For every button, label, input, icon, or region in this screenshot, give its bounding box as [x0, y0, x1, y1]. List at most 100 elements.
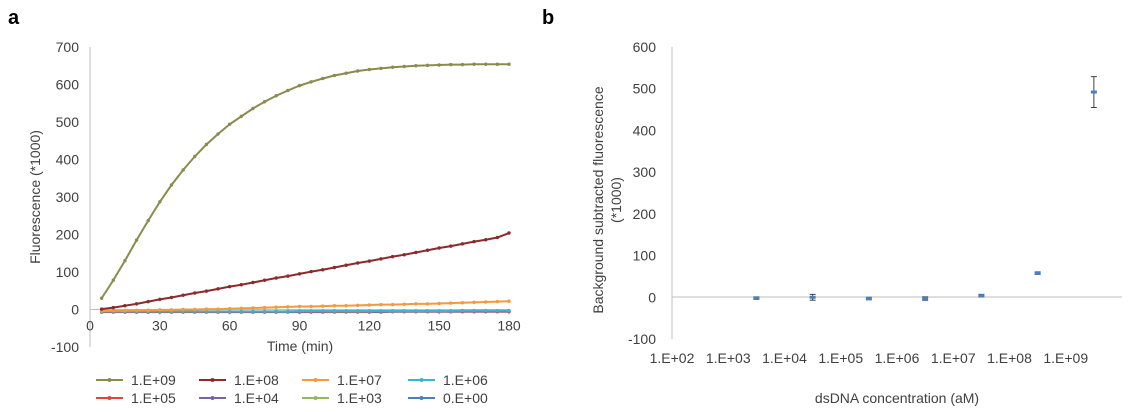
data-point-1-e-06 [922, 296, 929, 301]
chart-a-x-tick-label: 60 [222, 318, 238, 334]
series-point-1-e-06 [286, 309, 290, 314]
series-line-1-e-09 [100, 63, 509, 299]
series-point-1-e-08 [181, 293, 185, 297]
series-point-1-e-08 [472, 239, 476, 244]
series-point-1-e-08 [99, 307, 104, 311]
chart-b-y-axis-title-line-2: (*1000) [608, 177, 624, 223]
series-point-1-e-09 [472, 62, 476, 66]
series-point-1-e-09 [402, 64, 406, 69]
chart-b-x-axis-title: dsDNA concentration (aM) [815, 390, 979, 406]
chart-a-x-tick-label: 150 [427, 318, 451, 334]
series-point-1-e-07 [332, 304, 337, 308]
legend-item-1-e-06: 1.E+06 [408, 372, 488, 388]
chart-a-legend: 1.E+09 1.E+08 1.E+07 1.E+06 1.E+05 1.E+04 1.E+… [96, 372, 488, 406]
series-point-1-e-09 [484, 62, 488, 66]
series-point-1-e-08 [297, 272, 302, 276]
legend-marker [210, 378, 215, 382]
series-point-1-e-09 [286, 88, 290, 93]
series-point-1-e-09 [414, 64, 418, 68]
series-point-1-e-09 [425, 63, 430, 68]
series-point-1-e-07 [216, 307, 220, 311]
series-point-1-e-09 [390, 65, 395, 69]
series-1-e-09 [99, 62, 511, 300]
series-point-1-e-07 [402, 302, 406, 306]
series-point-1-e-08 [262, 278, 267, 282]
series-point-1-e-06 [332, 309, 337, 313]
series-point-1-e-09 [437, 63, 441, 67]
series-point-1-e-09 [367, 67, 372, 72]
legend-label: 1.E+08 [234, 372, 279, 388]
series-point-1-e-07 [507, 299, 511, 303]
series-point-1-e-06 [425, 309, 430, 313]
chart-b-y-tick-label: 500 [633, 81, 657, 97]
series-point-1-e-07 [390, 302, 395, 307]
series-point-1-e-08 [274, 276, 278, 280]
series-point-1-e-06 [262, 309, 267, 314]
series-point-1-e-08 [390, 254, 395, 259]
chart-a-y-ticks: -100 0 100 200 300 400 500 600 700 [51, 39, 79, 355]
series-point-1-e-07 [355, 303, 360, 308]
series-point-1-e-07 [227, 307, 232, 311]
chart-b-y-tick-label: 200 [633, 206, 657, 222]
series-point-1-e-06 [227, 309, 232, 314]
legend-item-1-e-04: 1.E+04 [199, 390, 279, 406]
chart-b-y-tick-label: 400 [633, 122, 657, 138]
series-point-1-e-09 [99, 296, 104, 300]
point-marker [1034, 271, 1041, 275]
chart-a-x-tick-label: 120 [358, 318, 382, 334]
legend-item-1-e-08: 1.E+08 [199, 372, 279, 388]
series-point-1-e-09 [158, 200, 162, 204]
series-point-1-e-06 [239, 309, 244, 314]
series-point-1-e-08 [251, 280, 255, 285]
series-point-1-e-08 [239, 283, 244, 287]
series-point-1-e-09 [332, 73, 337, 78]
data-point-1-e-04 [809, 293, 816, 301]
series-point-1-e-07 [379, 302, 383, 307]
legend-item-1-e-05: 1.E+05 [96, 390, 176, 406]
chart-b-x-tick-label: 1.E+09 [1043, 350, 1088, 366]
series-point-1-e-08 [437, 246, 441, 250]
legend-label: 1.E+04 [234, 390, 279, 406]
series-point-1-e-07 [146, 308, 150, 312]
series-point-1-e-06 [321, 309, 325, 313]
chart-a-x-tick-label: 0 [86, 318, 94, 334]
point-marker [753, 296, 760, 300]
chart-a-x-ticks: 0 30 60 90 120 150 180 [86, 309, 521, 334]
panel-b-letter: b [542, 7, 554, 29]
series-point-1-e-09 [460, 62, 465, 67]
series-line-1-e-06 [101, 309, 509, 313]
series-point-1-e-07 [484, 300, 488, 304]
series-point-1-e-08 [355, 261, 360, 265]
series-point-1-e-08 [460, 242, 465, 246]
series-point-1-e-06 [297, 309, 302, 313]
chart-b-x-ticks: 1.E+02 1.E+03 1.E+04 1.E+05 1.E+06 1.E+07 1.E+… [650, 350, 1089, 366]
chart-a-y-tick-label: 100 [56, 264, 80, 280]
series-point-1-e-07 [309, 304, 313, 309]
chart-b-x-tick-label: 1.E+08 [987, 350, 1032, 366]
series-point-1-e-09 [204, 142, 209, 147]
data-point-1-e-08 [1034, 271, 1041, 275]
series-point-1-e-07 [274, 305, 278, 309]
series-1-e-08 [99, 231, 511, 311]
series-1-e-07 [99, 299, 511, 313]
legend-item-0-e-00: 0.E+00 [408, 390, 488, 406]
series-point-1-e-06 [449, 309, 453, 313]
series-line-1-e-08 [101, 232, 510, 311]
series-point-1-e-09 [134, 238, 139, 242]
chart-b-y-tick-label: -100 [628, 331, 656, 347]
chart-a-y-tick-label: 700 [56, 39, 80, 55]
series-point-1-e-09 [355, 69, 360, 73]
series-point-1-e-08 [216, 287, 220, 291]
legend-marker [313, 396, 318, 400]
series-point-1-e-07 [169, 308, 174, 312]
series-point-1-e-09 [262, 100, 267, 104]
series-point-1-e-08 [449, 244, 453, 248]
chart-b-x-tick-label: 1.E+04 [762, 350, 807, 366]
chart-b-points [753, 76, 1097, 301]
chart-a-x-tick-label: 30 [152, 318, 168, 334]
legend-marker [210, 396, 215, 400]
chart-b-x-tick-label: 1.E+06 [875, 350, 920, 366]
series-point-1-e-09 [181, 168, 185, 172]
legend-marker [419, 378, 424, 382]
